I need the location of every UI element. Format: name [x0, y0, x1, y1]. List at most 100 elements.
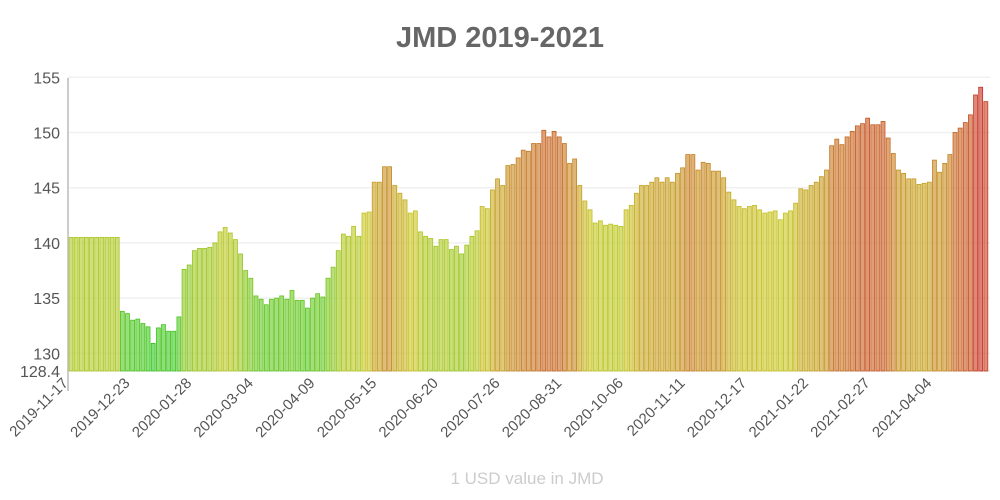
- bar: [484, 208, 490, 372]
- bar: [757, 209, 763, 372]
- bar: [926, 181, 932, 372]
- bar: [84, 236, 89, 372]
- bar: [880, 121, 886, 372]
- bar: [947, 154, 953, 372]
- bar: [952, 132, 958, 372]
- bar: [942, 163, 948, 372]
- bar: [243, 270, 249, 372]
- x-tick-label: 2020-05-15: [314, 375, 380, 441]
- bar: [680, 167, 685, 372]
- bar: [305, 307, 310, 372]
- bar: [346, 235, 351, 372]
- bar: [556, 136, 562, 372]
- bar: [335, 250, 341, 372]
- bar: [510, 164, 516, 372]
- bar: [798, 188, 804, 372]
- y-tick-label: 135: [33, 291, 60, 308]
- bar: [736, 206, 742, 372]
- bar: [896, 169, 901, 372]
- bar: [731, 199, 737, 372]
- bar: [551, 131, 557, 372]
- bar: [890, 153, 896, 372]
- bar: [176, 316, 182, 372]
- bar: [623, 209, 629, 372]
- bar: [418, 231, 423, 372]
- x-axis-label: 1 USD value in JMD: [450, 469, 603, 488]
- x-tick-label: 2020-01-28: [129, 375, 195, 441]
- bar: [639, 185, 644, 372]
- bar: [68, 236, 74, 372]
- bar: [844, 136, 850, 372]
- bar: [721, 177, 727, 372]
- bar: [906, 178, 912, 372]
- bar: [114, 236, 120, 372]
- bar: [397, 192, 403, 372]
- bar: [839, 144, 845, 372]
- bar: [932, 159, 937, 372]
- chart-title: JMD 2019-2021: [396, 22, 604, 54]
- bar: [222, 227, 228, 372]
- x-tick-label: 2020-10-06: [561, 375, 627, 441]
- bar: [587, 209, 593, 372]
- bar: [983, 101, 989, 372]
- bar: [957, 127, 963, 372]
- bar: [89, 236, 94, 372]
- bar: [854, 125, 860, 372]
- bar: [258, 298, 264, 372]
- bar: [181, 269, 187, 372]
- bar: [875, 124, 881, 372]
- x-axis-ticks: 2019-11-172019-12-232020-01-282020-03-04…: [6, 375, 935, 441]
- bar: [150, 342, 156, 372]
- bar: [962, 122, 968, 372]
- bar: [546, 136, 552, 372]
- bar: [428, 238, 434, 372]
- bar: [464, 244, 470, 372]
- bar: [870, 124, 876, 372]
- bar: [711, 170, 716, 372]
- bar: [577, 185, 583, 372]
- bar: [186, 264, 192, 372]
- bar: [448, 249, 454, 372]
- bar: [387, 166, 392, 372]
- bar: [644, 185, 649, 372]
- bar: [788, 210, 793, 372]
- bar: [505, 165, 511, 372]
- bar: [469, 235, 475, 372]
- bar: [99, 236, 105, 372]
- bar: [654, 177, 660, 372]
- bar: [515, 157, 521, 372]
- bar: [618, 225, 624, 372]
- bar: [536, 143, 542, 372]
- x-tick-label: 2020-12-17: [684, 375, 750, 441]
- bar: [860, 123, 865, 372]
- bar: [479, 206, 485, 372]
- bar: [783, 212, 788, 372]
- bar: [325, 277, 331, 372]
- bar: [526, 150, 531, 372]
- bar: [762, 212, 768, 372]
- bar: [793, 202, 799, 372]
- bar: [608, 223, 614, 372]
- bar: [659, 181, 665, 372]
- x-tick-label: 2020-08-31: [499, 375, 565, 441]
- bar: [171, 330, 177, 372]
- bar: [700, 161, 706, 372]
- bar: [382, 166, 387, 372]
- bar: [78, 236, 84, 372]
- bar: [125, 313, 130, 372]
- bar: [361, 212, 367, 372]
- bar: [803, 189, 809, 372]
- bar: [320, 296, 326, 372]
- bar: [423, 235, 428, 372]
- bar: [968, 114, 973, 372]
- bar: [541, 129, 547, 372]
- bar: [628, 204, 634, 372]
- bar: [495, 178, 500, 372]
- bar: [155, 327, 161, 372]
- bar: [73, 236, 79, 372]
- bar: [937, 171, 942, 372]
- bar: [597, 220, 603, 372]
- bar: [808, 185, 814, 372]
- bar: [459, 253, 464, 372]
- bar: [834, 138, 840, 372]
